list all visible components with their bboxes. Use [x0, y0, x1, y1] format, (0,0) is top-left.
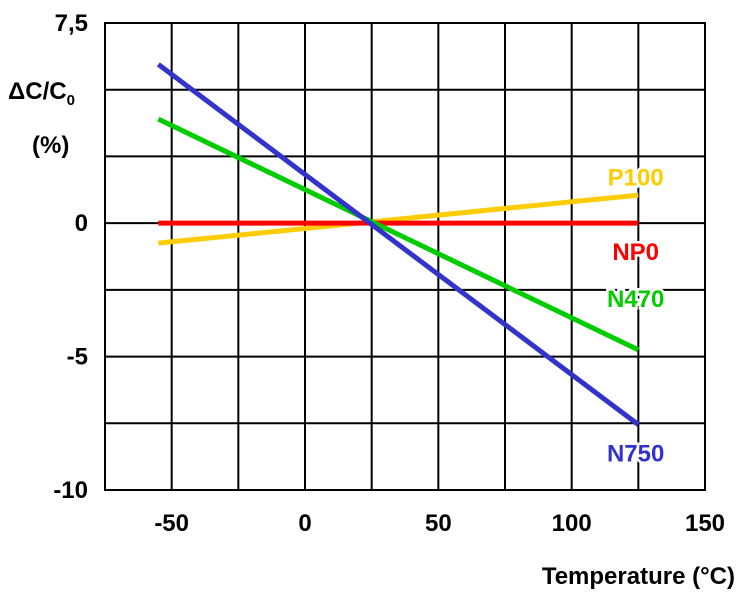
series-labels: P100 NP0 N470 N750 — [604, 162, 666, 470]
series-line-p100 — [158, 192, 639, 246]
y-axis-label: ΔC/C0 — [8, 78, 75, 109]
series-label-n750: N750 — [607, 441, 664, 468]
series-label-p100: P100 — [608, 164, 664, 191]
x-tick-labels: -50 0 50 100 150 — [154, 510, 725, 537]
x-tick-label: -50 — [154, 510, 189, 537]
x-tick-label: 150 — [685, 510, 725, 537]
y-tick-label: -10 — [53, 477, 88, 504]
series-label-n470: N470 — [607, 286, 664, 313]
series-label-np0: NP0 — [612, 239, 659, 266]
y-tick-labels: 7,5 0 -5 -10 — [53, 10, 88, 504]
series-line-n470 — [157, 116, 640, 353]
y-tick-label: -5 — [67, 344, 88, 371]
y-tick-label: 7,5 — [55, 10, 88, 37]
plot-frame — [104, 22, 706, 491]
x-tick-label: 100 — [552, 510, 592, 537]
y-tick-label: 0 — [75, 210, 88, 237]
series-line-n750 — [156, 62, 640, 427]
y-axis-label-subscript: 0 — [66, 91, 75, 109]
y-axis-unit: (%) — [32, 132, 70, 159]
series-lines — [156, 62, 640, 427]
x-axis-label: Temperature (°C) — [542, 563, 735, 590]
x-tick-label: 0 — [298, 510, 311, 537]
x-tick-label: 50 — [425, 510, 452, 537]
y-axis-label-text: ΔC/C — [8, 78, 67, 105]
